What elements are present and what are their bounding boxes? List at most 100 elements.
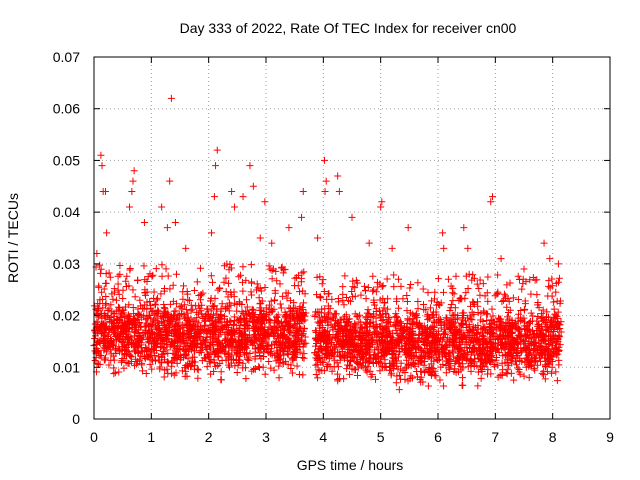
data-point — [428, 368, 436, 376]
data-point — [334, 325, 342, 333]
data-point — [142, 343, 150, 351]
data-point — [403, 356, 411, 364]
data-point — [160, 304, 168, 312]
data-point — [349, 293, 357, 301]
data-point — [206, 313, 214, 321]
data-point — [446, 356, 454, 364]
data-point — [519, 337, 527, 345]
data-point — [265, 262, 273, 270]
data-point — [242, 322, 250, 330]
data-point — [296, 288, 304, 296]
data-point — [104, 344, 112, 352]
data-point — [176, 329, 184, 337]
data-point — [198, 310, 206, 318]
data-point — [164, 272, 172, 280]
data-point — [261, 284, 269, 292]
data-point — [480, 363, 488, 371]
data-point — [320, 156, 328, 164]
data-point — [361, 287, 369, 295]
data-point — [385, 315, 393, 323]
data-point — [242, 311, 250, 319]
data-point — [300, 350, 308, 358]
data-point — [420, 322, 428, 330]
data-point — [248, 305, 256, 313]
data-point — [539, 330, 547, 338]
data-point — [471, 358, 479, 366]
data-point — [268, 275, 276, 283]
data-point — [506, 328, 514, 336]
data-point — [375, 330, 383, 338]
data-point — [156, 344, 164, 352]
data-points — [90, 94, 565, 394]
data-point — [497, 255, 505, 263]
data-point — [137, 311, 145, 319]
data-point — [167, 329, 175, 337]
data-point — [146, 360, 154, 368]
data-point — [261, 198, 269, 206]
data-point — [369, 360, 377, 368]
data-point — [439, 229, 447, 237]
data-point — [372, 375, 380, 383]
data-point — [134, 305, 142, 313]
data-point — [418, 346, 426, 354]
data-point — [392, 310, 400, 318]
data-point — [378, 198, 386, 206]
data-point — [300, 299, 308, 307]
data-point — [225, 352, 233, 360]
y-tick-label: 0.07 — [53, 49, 80, 65]
x-tick-label: 0 — [90, 429, 98, 445]
data-point — [377, 330, 385, 338]
data-point — [241, 327, 249, 335]
data-point — [169, 349, 177, 357]
data-point — [160, 300, 168, 308]
data-point — [415, 331, 423, 339]
data-point — [354, 371, 362, 379]
data-point — [179, 335, 187, 343]
data-point — [381, 356, 389, 364]
data-point — [230, 313, 238, 321]
x-axis-title: GPS time / hours — [297, 457, 404, 473]
data-point — [141, 276, 149, 284]
data-point — [382, 309, 390, 317]
data-point — [289, 354, 297, 362]
data-point — [477, 357, 485, 365]
data-point — [160, 373, 168, 381]
data-point — [496, 327, 504, 335]
data-point — [476, 276, 484, 284]
data-point — [290, 315, 298, 323]
data-point — [183, 372, 191, 380]
data-point — [220, 348, 228, 356]
data-point — [550, 305, 558, 313]
data-point — [535, 321, 543, 329]
data-point — [246, 349, 254, 357]
data-point — [398, 322, 406, 330]
data-point — [333, 359, 341, 367]
data-point — [165, 318, 173, 326]
data-point — [483, 338, 491, 346]
data-point — [104, 331, 112, 339]
data-point — [145, 322, 153, 330]
data-point — [504, 351, 512, 359]
data-point — [544, 346, 552, 354]
data-point — [255, 327, 263, 335]
data-point — [260, 334, 268, 342]
data-point — [314, 366, 322, 374]
data-point — [293, 345, 301, 353]
data-point — [130, 315, 138, 323]
data-point — [291, 282, 299, 290]
data-point — [138, 361, 146, 369]
data-point — [429, 326, 437, 334]
data-point — [158, 261, 166, 269]
data-point — [129, 303, 137, 311]
data-point — [382, 364, 390, 372]
data-point — [419, 338, 427, 346]
data-point — [417, 323, 425, 331]
data-point — [231, 362, 239, 370]
data-point — [158, 272, 166, 280]
data-point — [335, 298, 343, 306]
data-point — [497, 331, 505, 339]
data-point — [549, 347, 557, 355]
data-point — [393, 297, 401, 305]
data-point — [168, 370, 176, 378]
data-point — [447, 362, 455, 370]
